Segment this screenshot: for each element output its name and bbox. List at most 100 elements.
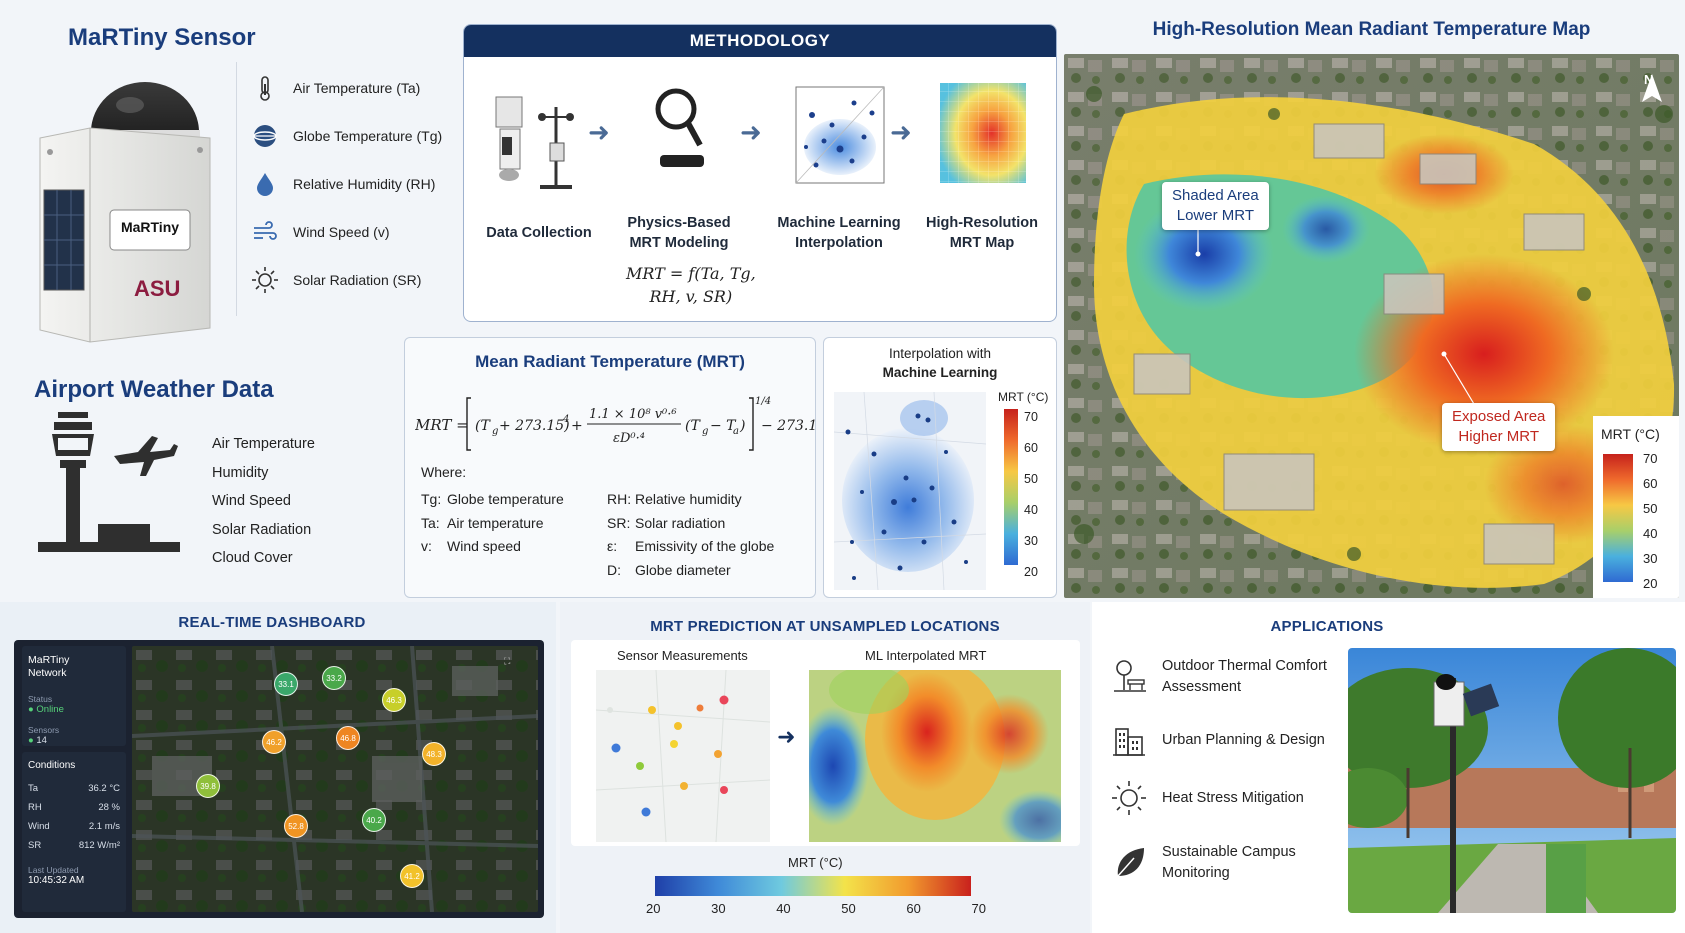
app-label: Outdoor Thermal Comfort Assessment (1162, 658, 1327, 695)
mrt-heatmap-icon (938, 81, 1028, 190)
sensor-variable-label: Solar Radiation (SR) (293, 272, 422, 288)
ml-scatter-icon (794, 85, 886, 190)
sensor-title: MaRTiny Sensor (68, 24, 256, 51)
mrt-formula-panel: Mean Radiant Temperature (MRT) MRT = (T … (404, 337, 826, 598)
svg-text:4: 4 (562, 414, 569, 425)
airport-data-list: Air Temperature Humidity Wind Speed Sola… (212, 430, 315, 573)
condition-row: Ta 36.2 °C (28, 783, 120, 794)
map-title: High-Resolution Mean Radiant Temperature… (1152, 19, 1591, 40)
park-bench-icon (1114, 660, 1146, 692)
app-urban-planning: Urban Planning & Design (1110, 721, 1325, 759)
sensor-dot[interactable]: 46.8 (336, 726, 360, 750)
definitions-left: Tg: Globe temperature Ta: Air temperature … (421, 491, 564, 554)
realtime-dashboard: MaRTiny Network Status ● Online Sensors ●… (14, 640, 544, 918)
magnifier-icon (650, 85, 710, 190)
martiny-device-image: MaRTiny ASU (30, 60, 230, 350)
svg-text:1/4: 1/4 (755, 396, 771, 407)
sun-icon (252, 267, 278, 293)
sensor-dot[interactable]: 46.3 (382, 688, 406, 712)
last-updated-time: 10:45:32 AM (28, 875, 85, 886)
buildings-icon (1113, 728, 1145, 756)
sensor-dot[interactable]: 40.2 (362, 808, 386, 832)
sensor-variable-wind: Wind Speed (v) (251, 218, 389, 246)
sensor-variable-label: Relative Humidity (RH) (293, 176, 436, 192)
shaded-area-callout: Shaded Area Lower MRT (1162, 182, 1269, 230)
droplet-icon (257, 173, 273, 196)
sensor-dot[interactable]: 39.8 (196, 774, 220, 798)
sensor-variable-humidity: Relative Humidity (RH) (251, 170, 435, 198)
interpolation-legend-title: MRT (°C) (998, 390, 1049, 404)
flow-arrow-icon: ➜ (890, 117, 912, 147)
map-legend-ticks: 70 60 50 40 30 20 (1643, 451, 1658, 591)
sensor-variable-label: Wind Speed (v) (293, 224, 390, 240)
svg-text:⛶: ⛶ (503, 656, 511, 666)
interpolation-map (833, 391, 987, 595)
mrt-formula-graphic: MRT = (T g + 273.15) 4 + 1.1 × 10⁸ v⁰·⁶ … (414, 396, 826, 451)
svg-text:+: + (571, 418, 583, 434)
sensor-variable-label: Air Temperature (Ta) (293, 80, 421, 96)
interpolation-panel: Interpolation with Machine Learning MRT … (823, 337, 1057, 598)
prediction-card: Sensor Measurements ML Interpolated MRT … (571, 640, 1080, 850)
conditions-card: Conditions Ta 36.2 °C RH 28 % Wind 2.1 m/s … (22, 752, 126, 912)
airport-item: Humidity (212, 464, 269, 481)
step-data-collection: Data Collection (486, 225, 592, 241)
svg-text:+ 273.15): + 273.15) (499, 418, 570, 434)
step-hr-map: High-Resolution MRT Map (926, 215, 1038, 251)
ml-interpolated-map (797, 660, 1079, 850)
step-physics-modeling: Physics-Based MRT Modeling (627, 215, 731, 251)
svg-text:− 273.15: − 273.15 (761, 418, 815, 434)
interpolation-ticks: 70 60 50 40 30 20 (1024, 410, 1038, 579)
sensor-dot[interactable]: 33.2 (322, 666, 346, 690)
svg-text:− T: − T (710, 418, 737, 434)
sensor-dot[interactable]: 46.2 (262, 730, 286, 754)
leaf-icon (1117, 848, 1144, 877)
globe-icon (253, 125, 277, 147)
sensor-dot[interactable]: 52.8 (284, 814, 308, 838)
sensor-variable-air-temp: Air Temperature (Ta) (251, 74, 420, 102)
airport-item: Solar Radiation (212, 521, 312, 538)
network-card: MaRTiny Network Status ● Online Sensors ●… (22, 646, 126, 746)
map-colorbar (1603, 454, 1633, 582)
sensor-variables-panel: Air Temperature (Ta) Globe Temperature (… (236, 62, 456, 316)
mrt-function-formula: MRT = f(Ta, Tg, RH, v, SR) (626, 264, 756, 306)
prediction-colorbar-ticks: 20 30 40 50 60 70 (646, 901, 986, 916)
campus-sensor-photo (1348, 648, 1676, 913)
where-label: Where: (421, 464, 467, 480)
mrt-formula: MRT = (T g + 273.15) 4 + 1.1 × 10⁸ v⁰·⁶ … (414, 386, 826, 462)
sensor-variable-label: Globe Temperature (Tg) (293, 128, 443, 144)
step-ml-interpolation: Machine Learning Interpolation (777, 215, 901, 251)
dashboard-title: REAL-TIME DASHBOARD (178, 614, 366, 631)
data-collection-icon (490, 87, 580, 202)
wind-icon (254, 221, 277, 240)
interpolation-title: Interpolation with Machine Learning (882, 346, 998, 380)
flow-arrow-icon: ➜ (588, 117, 610, 147)
prediction-arrow-icon: ➜ (777, 724, 796, 749)
app-sustainable-campus: Sustainable Campus Monitoring (1110, 842, 1296, 884)
device-label: MaRTiny (121, 219, 179, 235)
north-arrow-icon (1642, 74, 1662, 102)
flow-arrow-icon: ➜ (740, 117, 762, 147)
svg-text:(T: (T (685, 418, 701, 434)
condition-row: Wind 2.1 m/s (28, 821, 120, 832)
sensor-dot[interactable]: 41.2 (400, 864, 424, 888)
mrt-formula-title: Mean Radiant Temperature (MRT) (475, 352, 745, 371)
definitions-right: RH: Relative humidity SR: Solar radiation … (607, 491, 775, 578)
condition-row: SR 812 W/m² (28, 840, 120, 851)
airport-item: Air Temperature (212, 436, 315, 452)
app-heat-stress: Heat Stress Mitigation (1110, 779, 1304, 817)
app-label: Sustainable Campus Monitoring (1162, 844, 1296, 881)
sensor-dot[interactable]: 48.3 (422, 742, 446, 766)
prediction-title: MRT PREDICTION AT UNSAMPLED LOCATIONS (650, 618, 1000, 635)
airport-item: Wind Speed (212, 493, 291, 510)
interpolation-colorbar (1004, 409, 1018, 565)
dashboard-map[interactable]: ⛶ 33.1 33.2 46.3 46.2 46.8 48.3 39.8 52.… (132, 646, 538, 912)
device-brand: ASU (134, 276, 180, 301)
airport-item: Cloud Cover (212, 550, 293, 567)
sensor-variable-solar: Solar Radiation (SR) (251, 266, 421, 294)
exposed-area-callout: Exposed Area Higher MRT (1442, 403, 1556, 451)
app-thermal-comfort: Outdoor Thermal Comfort Assessment (1110, 656, 1327, 698)
ml-interpolated-label: ML Interpolated MRT (865, 648, 987, 663)
svg-text:εD⁰·⁴: εD⁰·⁴ (613, 431, 645, 446)
sensor-dot[interactable]: 33.1 (274, 672, 298, 696)
